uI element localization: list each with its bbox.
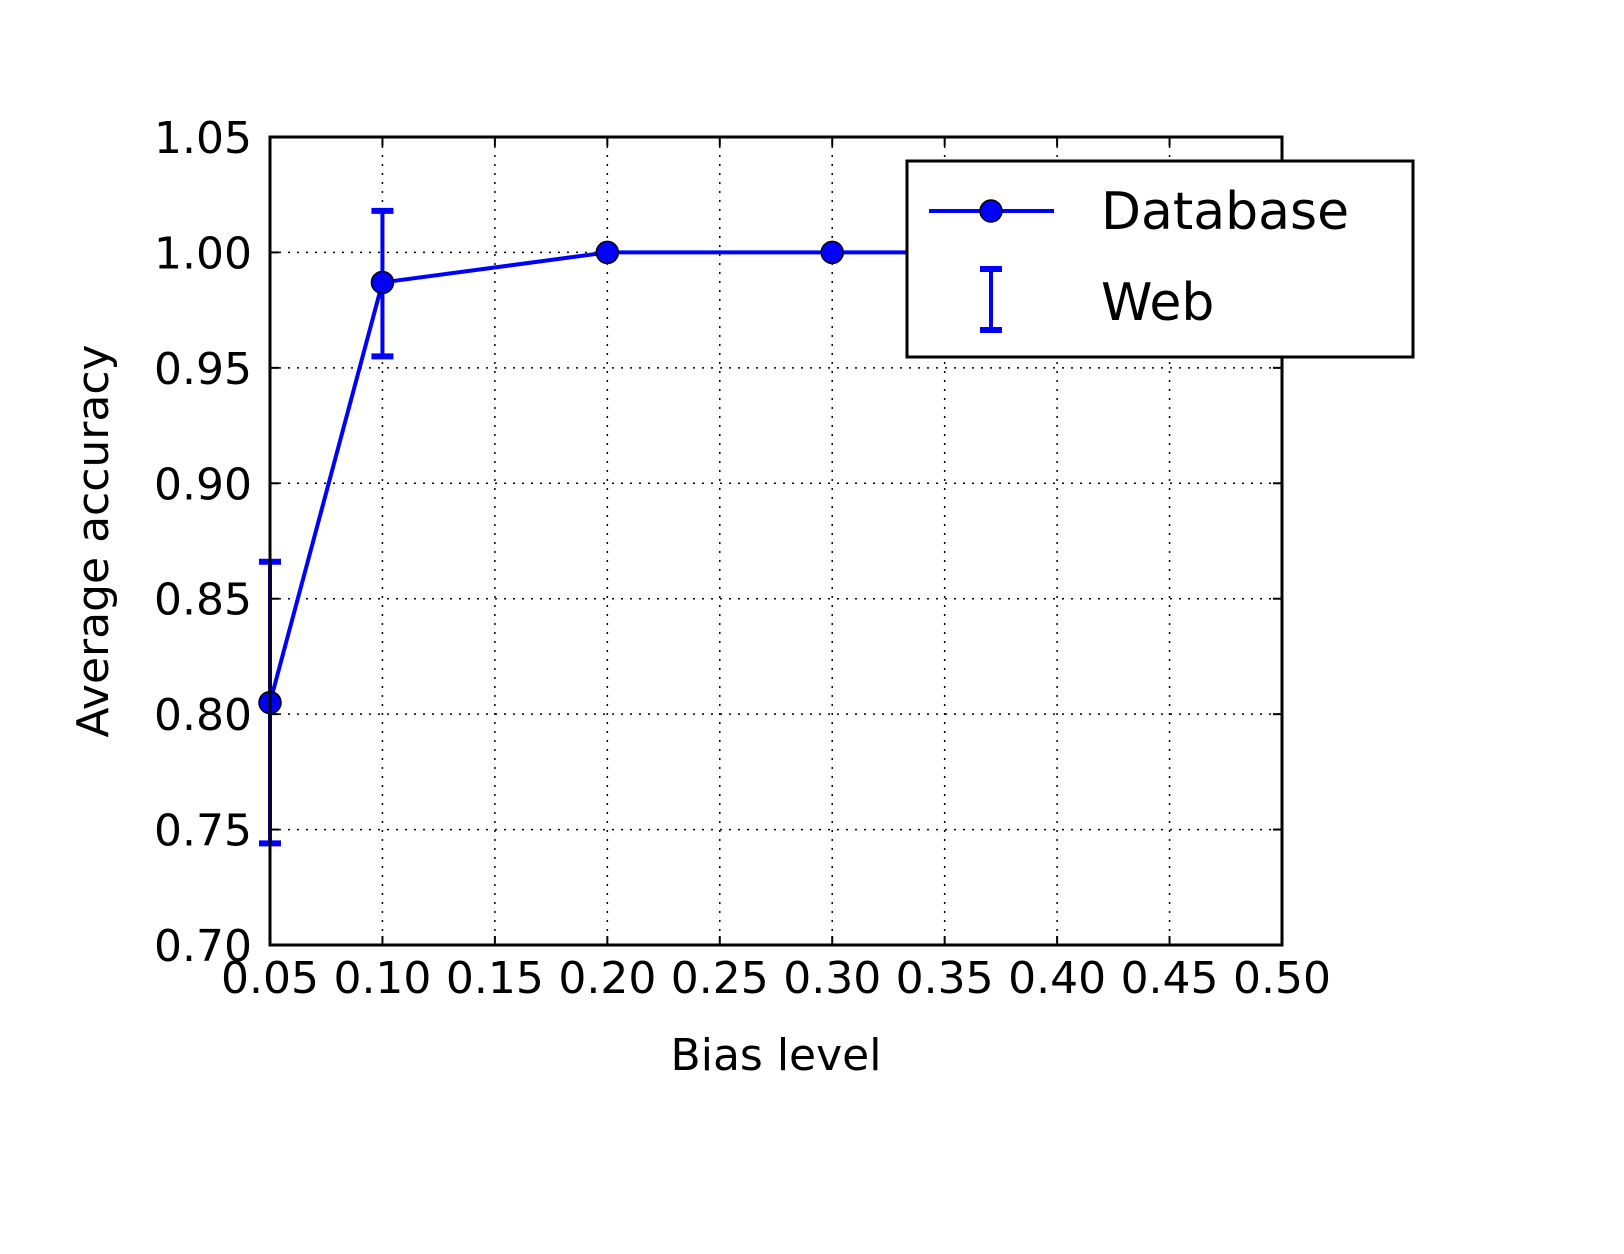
x-tick-label: 0.45 xyxy=(1121,953,1219,1004)
legend-label-database: Database xyxy=(1101,182,1349,242)
x-tick-label: 0.10 xyxy=(333,953,431,1004)
legend: Database Web xyxy=(905,159,1415,359)
x-tick-label: 0.05 xyxy=(221,953,319,1004)
y-tick-label: 0.75 xyxy=(154,806,252,857)
x-tick-label: 0.35 xyxy=(896,953,994,1004)
y-tick-label: 1.00 xyxy=(154,228,252,279)
x-tick-label: 0.50 xyxy=(1233,953,1331,1004)
x-tick-label: 0.25 xyxy=(671,953,769,1004)
x-tick-label: 0.15 xyxy=(446,953,544,1004)
legend-label-web: Web xyxy=(1101,273,1214,333)
y-tick-label: 0.90 xyxy=(154,459,252,510)
y-tick-label: 0.70 xyxy=(154,921,252,972)
y-tick-label: 0.85 xyxy=(154,575,252,626)
plot-frame xyxy=(268,135,1284,947)
x-tick-label: 0.40 xyxy=(1008,953,1106,1004)
legend-marker-database xyxy=(979,199,1003,223)
x-axis-label: Bias level xyxy=(671,1030,882,1081)
x-tick-label: 0.20 xyxy=(558,953,656,1004)
database-point xyxy=(595,240,620,265)
database-point xyxy=(820,240,844,265)
y-tick-label: 0.80 xyxy=(154,690,252,741)
y-tick-label: 1.05 xyxy=(154,113,252,164)
axis-ticks: 0.05 0.10 0.15 0.20 0.25 0.30 0.35 0.40 0.45 0.50… xyxy=(154,113,1331,1004)
y-axis-label: Average accuracy xyxy=(68,344,119,737)
x-tick-label: 0.30 xyxy=(783,953,881,1004)
database-point xyxy=(370,270,395,295)
y-tick-label: 0.95 xyxy=(154,344,252,395)
